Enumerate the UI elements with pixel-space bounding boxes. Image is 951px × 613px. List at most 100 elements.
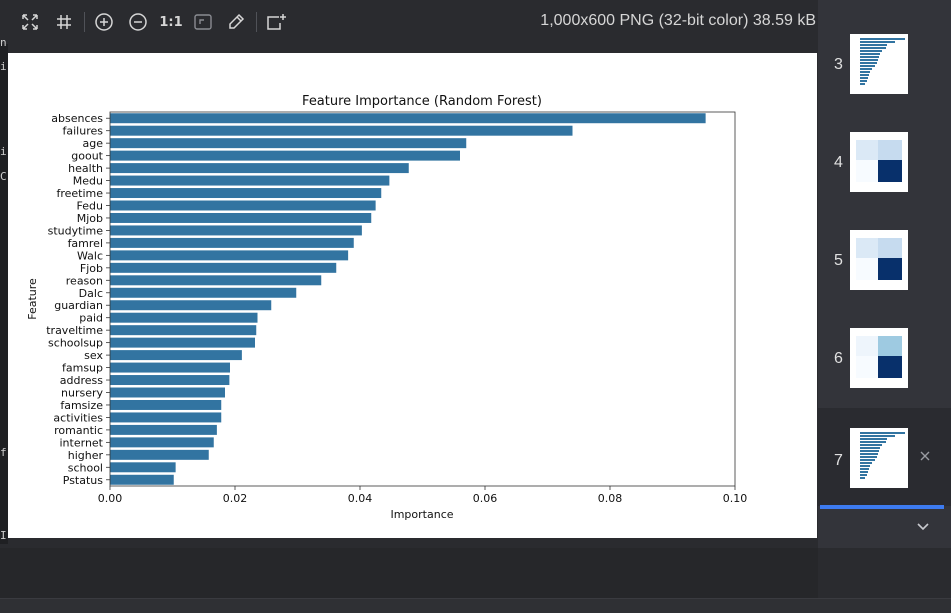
y-tick-label: higher: [68, 449, 104, 462]
actual-size-button[interactable]: 1:1: [157, 10, 185, 34]
y-tick-label: famrel: [68, 237, 103, 250]
gutter-char: n: [0, 36, 7, 49]
zoom-out-icon[interactable]: [126, 10, 150, 34]
bar-reason: [110, 275, 322, 286]
y-tick-label: paid: [79, 312, 103, 325]
thumbnail-item[interactable]: 3: [818, 16, 951, 114]
thumbnail-number: 3: [834, 56, 843, 73]
bottom-strip: [0, 548, 818, 598]
y-tick-label: traveltime: [46, 324, 103, 337]
y-tick-label: failures: [63, 125, 104, 138]
x-tick-label: 0.04: [348, 492, 373, 505]
x-tick-label: 0.10: [723, 492, 748, 505]
y-tick-label: schoolsup: [48, 337, 103, 350]
gutter-char: i: [0, 145, 7, 158]
thumbnail-number: 7: [834, 452, 843, 469]
y-axis-label: Feature: [26, 278, 39, 320]
thumbnail-number: 4: [834, 154, 843, 171]
x-axis-label: Importance: [390, 508, 453, 521]
zoom-in-icon[interactable]: [92, 10, 116, 34]
thumbnail-number: 5: [834, 252, 843, 269]
y-tick-label: nursery: [61, 387, 103, 400]
y-tick-label: absences: [51, 112, 103, 125]
y-tick-label: address: [60, 374, 103, 387]
chart-title: Feature Importance (Random Forest): [302, 94, 542, 109]
y-tick-label: reason: [66, 274, 103, 287]
thumbnail-image-barh[interactable]: [850, 428, 908, 488]
bar-goout: [110, 150, 460, 161]
thumbnail-image-barh[interactable]: [850, 34, 908, 94]
new-window-icon[interactable]: [264, 10, 288, 34]
y-tick-label: goout: [71, 150, 103, 163]
y-tick-label: Pstatus: [63, 474, 104, 487]
bar-famsup: [110, 362, 230, 373]
thumbnail-item[interactable]: 6: [818, 310, 951, 408]
actual-size-label: 1:1: [159, 14, 183, 30]
x-tick-label: 0.06: [473, 492, 498, 505]
y-tick-label: activities: [53, 411, 103, 424]
thumbnail-image-confusion[interactable]: [850, 328, 908, 388]
active-indicator: [820, 505, 944, 509]
bar-address: [110, 375, 230, 386]
bar-romantic: [110, 424, 217, 435]
bar-Dalc: [110, 287, 297, 298]
x-tick-label: 0.02: [223, 492, 248, 505]
color-picker-icon[interactable]: [224, 10, 248, 34]
editor-gutter: n i i C f I: [0, 36, 8, 544]
y-tick-label: romantic: [54, 424, 103, 437]
y-tick-label: freetime: [56, 187, 103, 200]
bar-traveltime: [110, 325, 257, 336]
bar-schoolsup: [110, 337, 255, 348]
y-tick-label: Dalc: [79, 287, 103, 300]
image-canvas[interactable]: Feature Importance (Random Forest) absen…: [8, 53, 817, 538]
y-tick-label: health: [68, 162, 103, 175]
bar-Mjob: [110, 212, 372, 223]
bar-sex: [110, 350, 242, 361]
bar-Pstatus: [110, 474, 174, 485]
thumbnail-item-active[interactable]: 7: [818, 408, 951, 506]
y-tick-label: guardian: [54, 299, 103, 312]
bar-internet: [110, 437, 214, 448]
toolbar-separator: [84, 12, 85, 32]
bar-Fedu: [110, 200, 376, 211]
bar-guardian: [110, 300, 272, 311]
grid-icon[interactable]: [52, 10, 76, 34]
y-tick-label: Medu: [73, 175, 103, 188]
gutter-char: f: [0, 446, 7, 459]
fit-to-window-icon[interactable]: [18, 10, 42, 34]
bar-paid: [110, 312, 258, 323]
y-tick-label: school: [68, 461, 103, 474]
file-info: 1,000x600 PNG (32-bit color) 38.59 kB: [540, 12, 816, 29]
bar-Medu: [110, 175, 390, 186]
close-icon[interactable]: [918, 448, 932, 462]
bar-famsize: [110, 399, 222, 410]
bar-health: [110, 163, 409, 174]
y-tick-label: famsize: [60, 399, 103, 412]
bar-nursery: [110, 387, 225, 398]
thumbnail-image-confusion[interactable]: [850, 230, 908, 290]
bar-famrel: [110, 237, 354, 248]
plot-frame: [109, 111, 736, 487]
y-tick-label: Walc: [77, 249, 103, 262]
thumbnail-image-confusion[interactable]: [850, 132, 908, 192]
y-tick-label: Fedu: [77, 200, 103, 213]
y-tick-label: studytime: [48, 224, 104, 237]
thumbnail-item[interactable]: 4: [818, 114, 951, 212]
bar-higher: [110, 449, 209, 460]
feature-importance-chart: Feature Importance (Random Forest) absen…: [26, 94, 748, 521]
toolbar-separator: [256, 12, 257, 32]
bar-Fjob: [110, 262, 337, 273]
y-tick-label: Fjob: [80, 262, 103, 275]
thumbnail-panel: 3 4 5 6: [818, 0, 951, 548]
y-tick-label: sex: [84, 349, 103, 362]
bar-age: [110, 138, 467, 149]
y-tick-label: internet: [60, 436, 104, 449]
toolbar: 1:1 1,000x600 PNG (32-bit color) 38.59 k…: [0, 0, 818, 44]
actual-size-icon[interactable]: [191, 10, 215, 34]
bar-activities: [110, 412, 222, 423]
chevron-down-icon[interactable]: [916, 519, 930, 533]
bar-failures: [110, 125, 573, 136]
bar-studytime: [110, 225, 362, 236]
gutter-char: C: [0, 170, 7, 183]
thumbnail-item[interactable]: 5: [818, 212, 951, 310]
